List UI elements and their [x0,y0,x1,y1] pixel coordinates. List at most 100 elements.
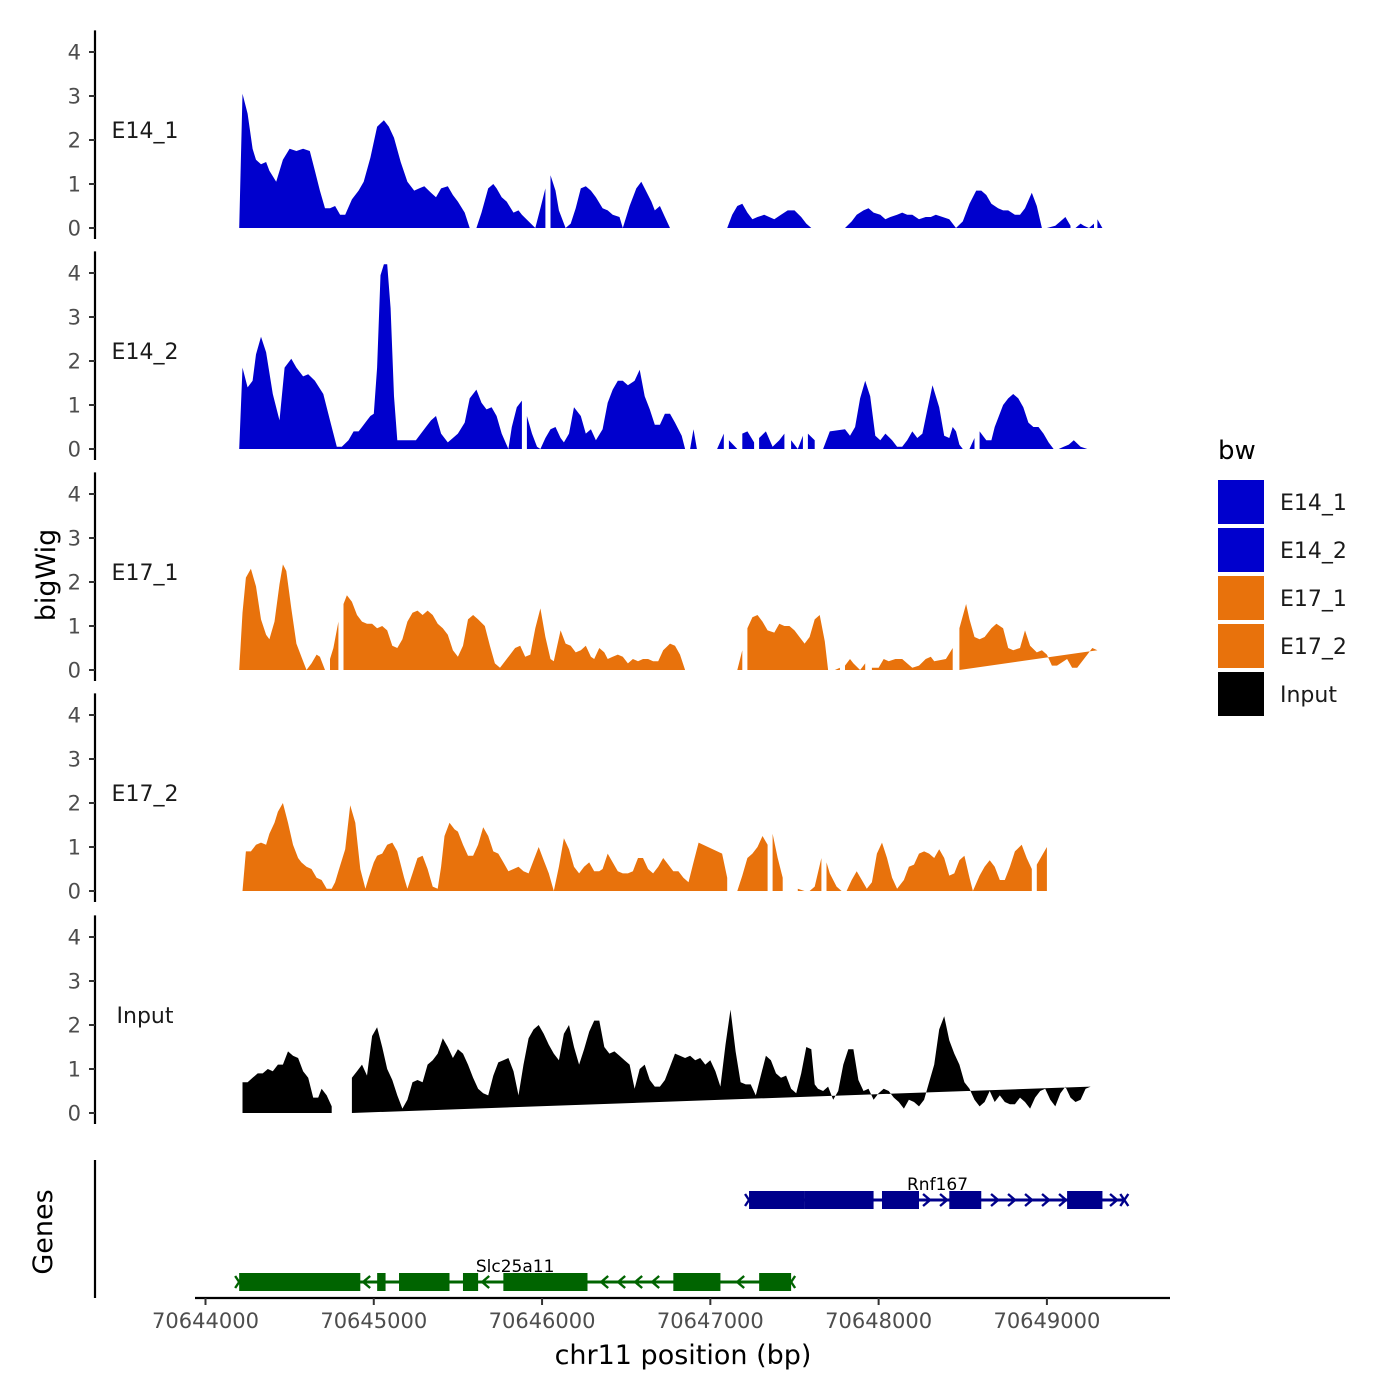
legend-label: Input [1280,683,1337,708]
x-tick-label: 70649000 [993,1309,1100,1333]
y-tick-label: 3 [68,306,81,330]
exon [399,1273,450,1291]
exon [239,1273,361,1291]
y-tick-label: 2 [68,350,81,374]
signal-area [242,803,728,891]
x-axis: 70644000 70645000 70646000 70647000 70648000… [152,1296,1170,1333]
strand-arrow [599,1275,609,1289]
track-panel-input: 0 1 2 3 4 Input [68,915,1091,1126]
y-tick-label: 4 [68,41,81,65]
y-tick-label: 2 [68,129,81,153]
y-tick-label: 4 [68,262,81,286]
track-panel-e17-1: 0 1 2 3 4 E17_1 [68,472,1098,683]
y-axis-title: bigWig [31,529,62,622]
exon [377,1273,386,1291]
x-tick-label: 70645000 [320,1309,427,1333]
y-tick-label: 0 [68,438,81,462]
strand-arrow [361,1275,371,1289]
signal-area [1075,223,1094,228]
signal-area [690,429,697,449]
y-tick-label: 4 [68,926,81,950]
y-tick-label: 1 [68,615,81,639]
signal-area [717,433,724,449]
gene-track: Slc25a11 Rnf167 [93,1160,1130,1298]
track-label: Input [117,1004,174,1029]
legend-swatch [1218,480,1264,524]
signal-area [1036,847,1047,891]
signal-area [797,858,822,891]
signal-area [239,93,546,228]
y-tick-label: 1 [68,1058,81,1082]
signal-area [845,190,1071,228]
signal-area [747,615,840,670]
strand-arrow [1007,1193,1017,1207]
signal-area [871,648,953,670]
x-tick-label: 70644000 [152,1309,259,1333]
exon [881,1191,920,1209]
legend-label: E14_1 [1280,491,1347,516]
legend-title: bw [1218,436,1256,466]
strand-arrow [939,1193,949,1207]
exon [759,1273,792,1291]
track-label: E17_2 [112,782,179,807]
track-label: E14_1 [112,119,179,144]
signal-area [526,369,686,449]
track-label: E17_1 [112,561,179,586]
genes-axis-title: Genes [28,1189,59,1274]
track-panel-e14-1: 0 1 2 3 4 E14_1 [68,30,1103,241]
signal-area [242,1051,332,1113]
legend-swatch [1218,624,1264,668]
strand-arrow [1058,1193,1068,1207]
signal-area [239,564,325,670]
track-panel-e14-2: 0 1 2 3 4 E14_2 [68,251,1088,462]
signal-tracks: 0 1 2 3 4 E14_1 0 1 2 3 4 E14_2 0 1 2 3 4 E17_1 0 1 2 3 4 E17_2… [68,30,1103,1126]
signal-area [732,836,768,891]
signal-area [550,175,670,228]
strand-arrow [735,1275,745,1289]
gene-end-mark [1119,1193,1130,1207]
legend-swatch [1218,528,1264,572]
signal-area [772,833,783,891]
signal-area [343,595,743,670]
signal-area [959,604,1098,670]
x-tick-label: 70647000 [657,1309,764,1333]
track-label: E14_2 [112,340,179,365]
exon [749,1191,805,1209]
exon [462,1273,479,1291]
y-tick-label: 1 [68,394,81,418]
gene-rnf167: Rnf167 [744,1175,1130,1209]
signal-area [1097,219,1103,228]
exon [673,1273,721,1291]
strand-arrow [1109,1193,1119,1207]
legend-swatch [1218,576,1264,620]
strand-arrow [922,1193,932,1207]
signal-area [728,440,738,449]
legend-swatch [1218,672,1264,716]
legend-label: E17_1 [1280,587,1347,612]
y-tick-label: 4 [68,483,81,507]
strand-arrow [1041,1193,1051,1207]
y-tick-label: 0 [68,217,81,241]
y-tick-label: 1 [68,836,81,860]
y-tick-label: 3 [68,85,81,109]
y-tick-label: 2 [68,571,81,595]
gene-slc25a11: Slc25a11 [234,1257,797,1291]
strand-arrow [480,1275,490,1289]
signal-area [330,621,339,670]
strand-arrow [633,1275,643,1289]
y-tick-label: 2 [68,792,81,816]
exon [804,1191,874,1209]
exon [949,1191,982,1209]
y-tick-label: 3 [68,527,81,551]
y-tick-label: 2 [68,1014,81,1038]
x-tick-label: 70648000 [825,1309,932,1333]
signal-area [1058,440,1088,449]
y-tick-label: 4 [68,704,81,728]
exon [1067,1191,1103,1209]
exon [503,1273,588,1291]
y-tick-label: 0 [68,1102,81,1126]
signal-area [727,203,812,228]
legend-label: E14_2 [1280,539,1347,564]
strand-arrow [616,1275,626,1289]
